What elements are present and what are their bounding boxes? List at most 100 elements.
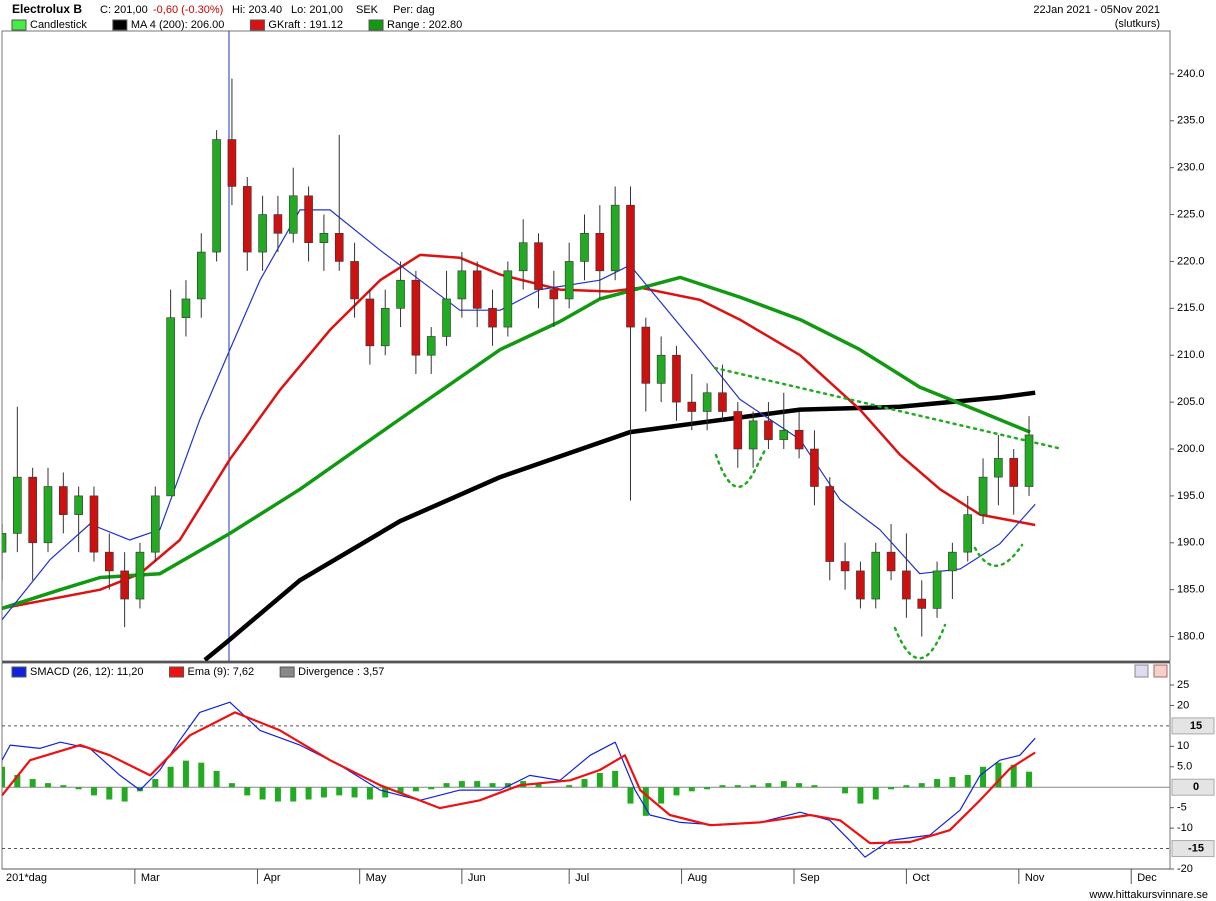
histogram-bar (642, 787, 649, 816)
candle-body (963, 514, 973, 553)
candle-body (580, 233, 589, 262)
candle-body (871, 551, 881, 600)
histogram-bar (504, 783, 511, 788)
candle-body (748, 420, 758, 450)
histogram-bar (535, 783, 542, 788)
histogram-bar (872, 787, 879, 800)
y-tick-label: 215.0 (1177, 302, 1205, 314)
histogram-bar (244, 787, 251, 796)
histogram-bar (627, 787, 634, 804)
histogram-bar (443, 783, 450, 788)
histogram-bar (780, 781, 787, 788)
y-tick-label: 185.0 (1177, 584, 1205, 596)
candle-body (779, 429, 789, 440)
candle-body (794, 429, 804, 450)
histogram-bar (489, 783, 496, 788)
candle-body (626, 204, 635, 328)
legend-swatch (368, 19, 384, 31)
histogram-bar (14, 774, 21, 788)
candle-body (733, 411, 743, 450)
candle-body (59, 486, 68, 515)
histogram-bar (290, 787, 297, 802)
legend-label: Range : 202.80 (387, 19, 462, 31)
level-box (1171, 717, 1215, 735)
histogram-bar (428, 787, 435, 790)
candle-body (365, 298, 375, 347)
candle-body (702, 392, 712, 412)
candle-body (564, 261, 574, 300)
histogram-bar (29, 779, 36, 788)
legend-swatch (112, 19, 128, 31)
candle-body (28, 476, 37, 544)
footer: www.hittakursvinnare.se (1088, 889, 1208, 901)
histogram-bar (397, 787, 404, 794)
histogram-bar (75, 787, 82, 790)
histogram-bar (612, 770, 619, 788)
histogram-bar (581, 779, 588, 788)
x-tick-label: Jun (468, 872, 486, 884)
series-line (2, 209, 1036, 621)
period: Per: dag (393, 4, 435, 16)
candle-body (135, 551, 145, 600)
x-tick-label: Dec (1137, 872, 1157, 884)
change: -0,60 (-0.30%) (153, 4, 223, 16)
candle-body (549, 289, 559, 300)
candle-body (2, 533, 7, 553)
zoom-icon[interactable] (1134, 664, 1149, 678)
y-tick-label: 195.0 (1177, 490, 1205, 502)
candle-body (227, 139, 237, 187)
histogram-bar (765, 783, 772, 788)
level-label: 15 (1190, 720, 1202, 732)
y-tick-label: -20 (1177, 863, 1193, 875)
histogram-bar (566, 785, 573, 788)
x-tick-label: Apr (263, 872, 280, 884)
candle-body (1009, 458, 1019, 487)
legend-swatch (279, 666, 295, 678)
x-tick-label: Aug (688, 872, 708, 884)
y-tick-label: 220.0 (1177, 255, 1205, 267)
histogram-bar (351, 787, 358, 798)
candle-body (426, 336, 436, 356)
x-tick-label: Oct (912, 872, 929, 884)
histogram-bar (213, 770, 220, 788)
y-tick-label: 240.0 (1177, 68, 1205, 80)
legend-label: MA 4 (200): 206.00 (131, 19, 225, 31)
level-box (1171, 840, 1215, 858)
high: Hi: 203.40 (232, 4, 282, 16)
candle-body (288, 195, 298, 234)
candle-body (457, 270, 467, 300)
y-tick-label: 5.0 (1177, 761, 1192, 773)
candle-body (273, 214, 283, 234)
x-tick-label: Sep (800, 872, 820, 884)
histogram-bar (934, 779, 941, 788)
level-label: -15 (1188, 842, 1204, 854)
candle-body (902, 570, 911, 600)
histogram-bar (842, 787, 849, 794)
candle-body (687, 401, 697, 412)
candle-body (840, 561, 850, 572)
candle-body (1024, 434, 1034, 487)
y-tick-label: 180.0 (1177, 630, 1205, 642)
histogram-bar (182, 760, 189, 788)
candle-body (472, 270, 482, 309)
candle-body (994, 458, 1003, 478)
histogram-bar (980, 766, 987, 788)
histogram-bar (673, 787, 680, 796)
histogram-bar (888, 787, 895, 790)
low: Lo: 201,00 (291, 4, 343, 16)
close-icon[interactable] (1153, 664, 1168, 678)
candle-body (350, 261, 359, 300)
candle-body (595, 233, 605, 272)
main-plot (2, 78, 1036, 661)
y-tick-label: 210.0 (1177, 349, 1205, 361)
histogram-bar (2, 766, 5, 788)
histogram-bar (106, 787, 113, 800)
candle-body (43, 486, 53, 544)
y-tick-label: 225.0 (1177, 208, 1205, 220)
legend-label: Divergence : 3,57 (298, 666, 384, 678)
candle-body (396, 279, 405, 309)
candle-body (917, 598, 927, 609)
currency: SEK (356, 4, 379, 16)
candle-body (672, 354, 681, 403)
histogram-bar (474, 781, 481, 788)
